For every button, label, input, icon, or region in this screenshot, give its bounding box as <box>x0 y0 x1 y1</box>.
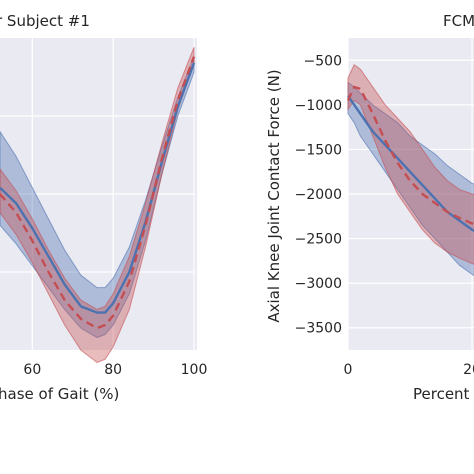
left-x-axis-label: hase of Gait (%) <box>0 385 119 403</box>
y-tick-label: −1500 <box>295 142 342 158</box>
y-tick-label: −500 <box>304 53 342 69</box>
y-tick-label: −3500 <box>295 321 342 337</box>
left-grid <box>0 38 195 350</box>
series-1-line <box>347 95 474 233</box>
y-tick-label: −2000 <box>295 187 342 203</box>
right-panel: 0 20 −500 −1000 −1500 −2000 −2500 −3000 −3500 FC… <box>265 12 474 403</box>
y-tick-label: −1000 <box>295 98 342 114</box>
series-2-band <box>347 63 474 265</box>
x-tick-label: 20 <box>463 362 474 378</box>
right-chart-title: FCM <box>443 12 474 30</box>
x-tick-label: 80 <box>104 362 122 378</box>
x-tick-label: 60 <box>23 362 41 378</box>
series-1-band <box>0 56 195 339</box>
right-x-axis-label: Percent <box>413 385 470 403</box>
right-lines <box>346 85 474 233</box>
y-tick-label: −2500 <box>295 232 342 248</box>
y-tick-label: −3000 <box>295 276 342 292</box>
right-y-axis-label: Axial Knee Joint Contact Force (N) <box>265 69 283 322</box>
left-panel: 60 80 100 r Subject #1 hase of Gait (%) <box>0 12 207 403</box>
left-lines <box>0 56 196 330</box>
x-tick-label: 100 <box>181 362 208 378</box>
series-2-line <box>0 56 196 330</box>
series-2-line <box>346 85 474 226</box>
left-chart-title: r Subject #1 <box>0 12 90 30</box>
left-tick-labels: 60 80 100 <box>23 362 207 378</box>
right-tick-labels: 0 20 −500 −1000 −1500 −2000 −2500 −3000 −3500 <box>295 53 474 378</box>
x-tick-label: 0 <box>344 362 353 378</box>
